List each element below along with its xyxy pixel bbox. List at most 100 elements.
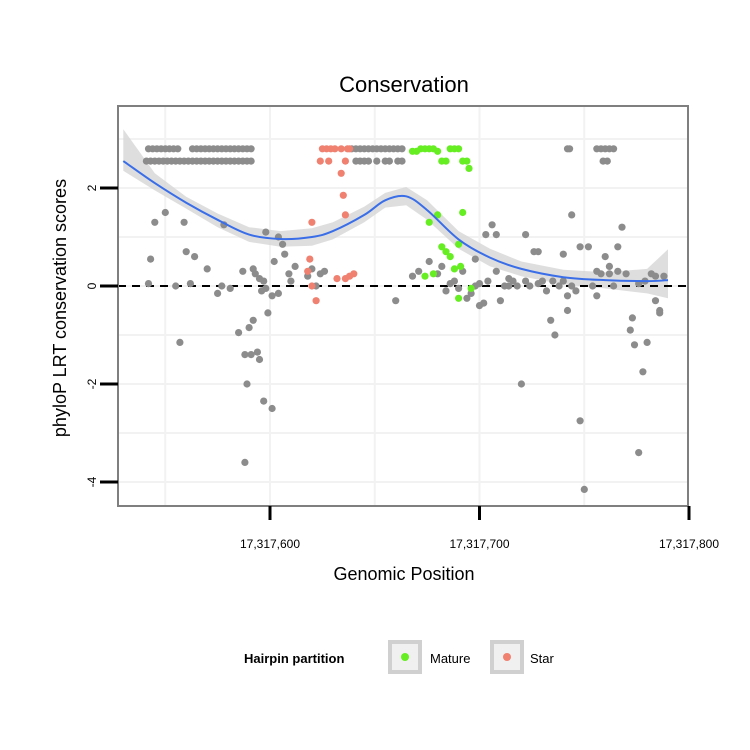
- data-point-other: [610, 145, 618, 153]
- data-point-other: [320, 267, 329, 275]
- data-point-other: [593, 292, 601, 300]
- data-point-other: [492, 267, 500, 275]
- data-point-other: [442, 287, 450, 295]
- data-point-star: [346, 145, 354, 153]
- data-point-other: [268, 292, 276, 300]
- data-point-other: [147, 255, 155, 263]
- data-point-other: [568, 282, 576, 290]
- data-point-star: [325, 157, 333, 165]
- data-point-other: [291, 262, 299, 270]
- data-point-other: [614, 243, 622, 251]
- data-point-other: [392, 297, 400, 305]
- data-point-other: [425, 257, 433, 266]
- data-point-other: [660, 272, 668, 280]
- data-point-star: [304, 267, 312, 275]
- data-point-star: [339, 191, 347, 199]
- data-point-other: [484, 277, 492, 285]
- data-point-star: [333, 275, 341, 283]
- data-point-other: [480, 299, 488, 307]
- x-axis: 17,317,600 17,317,700 17,317,800: [240, 506, 719, 551]
- data-point-other: [251, 270, 259, 278]
- data-point-other: [151, 218, 159, 226]
- x-tick-label: 17,317,700: [449, 537, 509, 551]
- smooth-line-layer: [122, 160, 669, 283]
- data-point-other: [482, 231, 490, 239]
- data-point-other: [463, 294, 471, 302]
- data-point-other: [589, 282, 597, 290]
- data-point-mature: [442, 248, 450, 256]
- data-point-other: [245, 324, 253, 332]
- y-axis: -4 -2 0 2: [85, 184, 118, 487]
- data-point-other: [186, 280, 194, 288]
- data-point-other: [534, 248, 542, 256]
- data-point-other: [517, 380, 526, 388]
- data-point-other: [593, 267, 601, 275]
- data-point-other: [144, 280, 153, 288]
- data-point-other: [566, 145, 574, 153]
- data-point-other: [191, 253, 199, 261]
- legend-label-star: Star: [530, 651, 555, 666]
- data-point-mature: [455, 145, 463, 153]
- data-point-other: [174, 145, 182, 153]
- data-point-other: [279, 240, 287, 248]
- data-point-other: [496, 297, 504, 305]
- data-point-mature: [434, 147, 442, 155]
- data-point-other: [618, 223, 626, 231]
- y-tick-label: -4: [85, 476, 99, 487]
- data-point-other: [241, 351, 249, 359]
- data-point-other: [260, 277, 268, 285]
- data-point-other: [218, 282, 226, 290]
- data-point-other: [526, 282, 534, 290]
- data-point-star: [308, 282, 316, 290]
- data-point-other: [559, 250, 567, 258]
- data-point-mature: [463, 157, 471, 165]
- data-point-star: [337, 169, 345, 177]
- data-point-other: [285, 270, 293, 278]
- data-point-other: [264, 309, 272, 317]
- data-point-other: [614, 267, 622, 275]
- data-point-star: [350, 270, 358, 278]
- data-point-mature: [450, 265, 458, 273]
- data-point-other: [626, 326, 634, 334]
- data-point-other: [628, 314, 637, 322]
- data-point-other: [247, 145, 255, 153]
- legend-label-mature: Mature: [430, 651, 470, 666]
- data-point-mature: [446, 253, 454, 261]
- data-point-mature: [459, 208, 467, 217]
- data-point-other: [555, 282, 563, 290]
- data-point-other: [563, 306, 572, 315]
- data-point-other: [505, 282, 513, 290]
- data-point-other: [643, 338, 651, 346]
- data-point-other: [268, 404, 276, 413]
- data-point-other: [203, 265, 211, 273]
- data-point-other: [603, 157, 611, 165]
- data-point-other: [214, 289, 222, 297]
- data-point-other: [475, 280, 484, 288]
- data-point-star: [337, 145, 345, 153]
- data-point-other: [262, 228, 270, 236]
- data-point-other: [247, 351, 255, 359]
- data-point-other: [492, 231, 500, 239]
- data-point-other: [471, 255, 479, 263]
- data-point-other: [630, 341, 639, 349]
- data-point-other: [580, 485, 588, 493]
- y-tick-label: -2: [85, 378, 99, 389]
- legend-dot-mature: [401, 653, 409, 661]
- data-point-other: [253, 348, 261, 356]
- legend-item-mature[interactable]: Mature: [388, 640, 470, 674]
- data-point-other: [247, 157, 255, 165]
- data-point-other: [455, 284, 463, 292]
- data-point-other: [182, 248, 190, 256]
- x-tick-label: 17,317,800: [659, 537, 719, 551]
- data-point-other: [656, 306, 664, 315]
- data-point-other: [509, 277, 517, 285]
- data-point-other: [249, 316, 257, 324]
- y-tick-label: 0: [85, 282, 99, 289]
- data-point-other: [639, 368, 647, 376]
- data-point-other: [547, 316, 555, 324]
- data-point-other: [239, 267, 247, 275]
- legend-item-star[interactable]: Star: [490, 640, 555, 674]
- plot-panel-border: [117, 105, 689, 507]
- data-point-other: [576, 243, 584, 251]
- data-point-star: [341, 157, 349, 165]
